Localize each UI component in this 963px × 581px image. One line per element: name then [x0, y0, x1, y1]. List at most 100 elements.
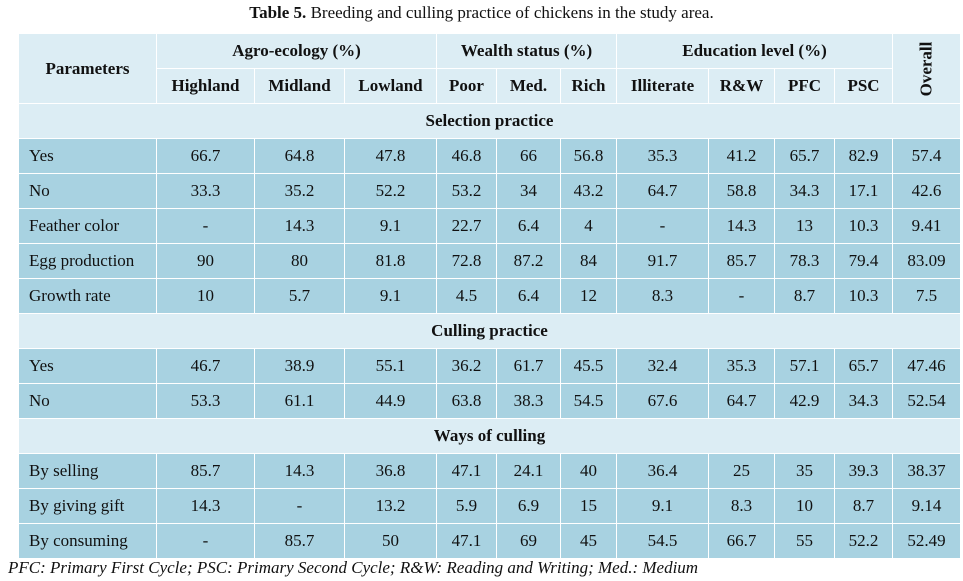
col-header-rich: Rich — [560, 68, 617, 104]
table-cell: 35.2 — [254, 173, 345, 209]
table-cell: 39.3 — [834, 453, 893, 489]
table-cell: 44.9 — [344, 383, 437, 419]
table-cell: 66.7 — [156, 138, 255, 174]
row-label: Yes — [18, 138, 157, 174]
header-group-wealth-status: Wealth status (%) — [436, 33, 617, 69]
table-cell: - — [616, 208, 709, 244]
table-cell: 45 — [560, 523, 617, 559]
table-cell: 47.46 — [892, 348, 961, 384]
header-overall-label: Overall — [916, 41, 936, 96]
col-header-medium: Med. — [496, 68, 561, 104]
table-cell: 8.7 — [774, 278, 835, 314]
table-row: No 53.3 61.1 44.9 63.8 38.3 54.5 67.6 64.7 42.9 34… — [18, 383, 961, 419]
table-cell: 79.4 — [834, 243, 893, 279]
col-header-pfc: PFC — [774, 68, 835, 104]
col-header-psc: PSC — [834, 68, 893, 104]
table-body: Selection practice Yes 66.7 64.8 47.8 46.8 66 5… — [18, 103, 961, 559]
table-row: Feather color -14.3 9.1 22.7 6.4 4-14.3 13 10.3… — [18, 208, 961, 244]
table-cell: 25 — [708, 453, 775, 489]
table-cell: 85.7 — [708, 243, 775, 279]
col-header-poor: Poor — [436, 68, 497, 104]
table-row: By giving gift 14.3-13.2 5.9 6.9 15 9.1 8.3 10 8… — [18, 488, 961, 524]
table-cell: 24.1 — [496, 453, 561, 489]
table-cell: - — [254, 488, 345, 524]
header-parameters: Parameters — [18, 33, 157, 104]
row-label: Growth rate — [18, 278, 157, 314]
table-cell: 41.2 — [708, 138, 775, 174]
table-caption: Table 5. Breeding and culling practice o… — [0, 2, 963, 24]
table-cell: 52.2 — [834, 523, 893, 559]
table-row: Egg production 90 80 81.8 72.8 87.2 84 91.7 85.7… — [18, 243, 961, 279]
row-label: No — [18, 383, 157, 419]
table-cell: 34.3 — [834, 383, 893, 419]
table-cell: 53.3 — [156, 383, 255, 419]
table-cell: 45.5 — [560, 348, 617, 384]
table-cell: 67.6 — [616, 383, 709, 419]
table-cell: 47.1 — [436, 523, 497, 559]
table-cell: 42.6 — [892, 173, 961, 209]
table-cell: - — [708, 278, 775, 314]
table-cell: 34.3 — [774, 173, 835, 209]
section-header-row: Ways of culling — [18, 418, 961, 454]
section-title: Culling practice — [18, 313, 961, 349]
table-cell: 8.3 — [708, 488, 775, 524]
table-row: Yes 66.7 64.8 47.8 46.8 66 56.8 35.3 41.2 65.7 82.… — [18, 138, 961, 174]
table-cell: 46.7 — [156, 348, 255, 384]
row-label: Egg production — [18, 243, 157, 279]
table-cell: 9.1 — [616, 488, 709, 524]
header-group-education-level: Education level (%) — [616, 33, 893, 69]
row-label: By consuming — [18, 523, 157, 559]
caption-text: Breeding and culling practice of chicken… — [306, 3, 714, 22]
table-cell: 13.2 — [344, 488, 437, 524]
table-cell: 63.8 — [436, 383, 497, 419]
table-cell: 65.7 — [834, 348, 893, 384]
col-header-illiterate: Illiterate — [616, 68, 709, 104]
table-cell: 81.8 — [344, 243, 437, 279]
table-cell: 72.8 — [436, 243, 497, 279]
row-label: No — [18, 173, 157, 209]
table-cell: 64.7 — [708, 383, 775, 419]
caption-label: Table 5. — [249, 3, 307, 22]
table-cell: 64.7 — [616, 173, 709, 209]
table-cell: 15 — [560, 488, 617, 524]
table-cell: 13 — [774, 208, 835, 244]
table-cell: 36.8 — [344, 453, 437, 489]
table-cell: 5.9 — [436, 488, 497, 524]
row-label: Feather color — [18, 208, 157, 244]
table-cell: 52.49 — [892, 523, 961, 559]
col-header-lowland: Lowland — [344, 68, 437, 104]
table-cell: 58.8 — [708, 173, 775, 209]
table-cell: 38.9 — [254, 348, 345, 384]
table-cell: 12 — [560, 278, 617, 314]
table-cell: 54.5 — [616, 523, 709, 559]
table-cell: 84 — [560, 243, 617, 279]
table-cell: 14.3 — [254, 208, 345, 244]
table-cell: 9.41 — [892, 208, 961, 244]
header-group-agro-ecology: Agro-ecology (%) — [156, 33, 437, 69]
table-cell: 55 — [774, 523, 835, 559]
table-cell: 50 — [344, 523, 437, 559]
data-table: Parameters Agro-ecology (%) Wealth statu… — [18, 33, 961, 559]
table-cell: 87.2 — [496, 243, 561, 279]
table-row: By consuming -85.7 50 47.1 69 45 54.5 66.7 55 52.… — [18, 523, 961, 559]
table-cell: 38.37 — [892, 453, 961, 489]
table-cell: 91.7 — [616, 243, 709, 279]
table-cell: 9.1 — [344, 208, 437, 244]
table-cell: 90 — [156, 243, 255, 279]
table-cell: 85.7 — [254, 523, 345, 559]
table-row: No 33.3 35.2 52.2 53.2 34 43.2 64.7 58.8 34.3 17.1… — [18, 173, 961, 209]
table-cell: 8.7 — [834, 488, 893, 524]
table-cell: 10.3 — [834, 278, 893, 314]
table-cell: 6.4 — [496, 278, 561, 314]
table-cell: 55.1 — [344, 348, 437, 384]
table-cell: 10 — [156, 278, 255, 314]
table-cell: 9.1 — [344, 278, 437, 314]
table-cell: 33.3 — [156, 173, 255, 209]
row-label: Yes — [18, 348, 157, 384]
table-cell: 47.8 — [344, 138, 437, 174]
header-overall: Overall — [892, 33, 961, 104]
table-cell: 64.8 — [254, 138, 345, 174]
table-cell: 83.09 — [892, 243, 961, 279]
table-cell: 69 — [496, 523, 561, 559]
table-row: By selling 85.7 14.3 36.8 47.1 24.1 40 36.4 25 35… — [18, 453, 961, 489]
